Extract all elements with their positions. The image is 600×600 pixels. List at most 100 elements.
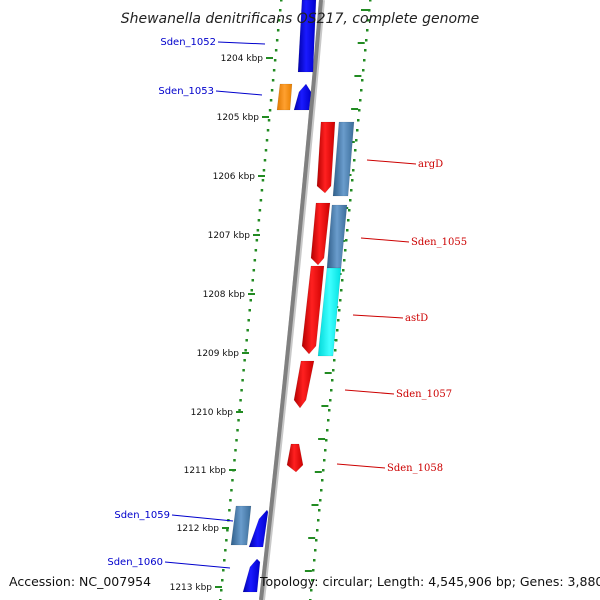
topology-text: Topology: circular; Length: 4,545,906 bp… [259,574,600,589]
right-dotted-track [365,39,368,42]
right-dotted-track [319,499,322,502]
genome-backbone [259,0,325,600]
ruler-label: 1205 kbp [217,113,260,123]
left-dotted-track [258,209,262,212]
left-dotted-track [244,349,247,352]
left-dotted-track [259,199,263,202]
right-dotted-track [363,59,366,62]
right-dotted-track [369,0,372,2]
right-dotted-track [336,329,339,332]
left-dotted-track [225,539,228,542]
label-leader-lines [164,41,417,569]
right-dotted-track [345,239,348,242]
right-dotted-track [356,129,359,132]
left-dotted-track [226,529,229,532]
left-dotted-track [277,19,281,22]
right-dotted-track [324,449,327,452]
left-dotted-track [220,589,223,592]
left-gene-label: Sden_1053 [158,86,214,97]
right-dotted-track [326,429,329,432]
right-gene-label: astD [405,313,428,324]
right-dotted-track [339,299,342,302]
left-dotted-track [278,9,282,12]
right-dotted-track [312,569,315,572]
left-dotted-track [224,549,227,552]
left-dotted-track [222,569,225,572]
right-dotted-track [357,119,360,122]
left-dotted-track [231,479,234,482]
right-dotted-track [337,319,340,322]
left-dotted-track [272,69,276,72]
left-dotted-track [255,239,259,242]
left-dotted-track [221,579,224,582]
right-gene-label: argD [418,159,443,170]
right-leader [360,237,410,243]
gene-arrow [248,509,269,548]
right-dotted-track [315,539,318,542]
ruler-label: 1213 kbp [170,583,213,593]
left-dotted-track [261,179,265,182]
right-dotted-track [354,149,357,152]
right-dotted-track [361,79,364,82]
dotted-tracks [219,0,372,600]
right-dotted-track [342,269,345,272]
gene-arrow [301,265,325,355]
ruler-label: 1204 kbp [221,54,264,64]
right-leader [366,159,417,165]
left-dotted-track [247,319,250,322]
left-dotted-track [275,39,279,42]
genome-title: Shewanella denitrificans OS217, complete… [121,11,480,27]
left-dotted-track [242,369,245,372]
left-dotted-track [267,119,271,122]
right-dotted-track [310,589,313,592]
right-dotted-track [360,89,363,92]
gene-arrow [326,204,348,269]
right-dotted-track [348,209,351,212]
ruler-label: 1212 kbp [177,524,220,534]
left-dotted-track [234,449,237,452]
left-gene-label: Sden_1060 [107,557,163,568]
right-dotted-track [340,289,343,292]
right-dotted-track [368,9,371,12]
right-dotted-track [366,29,369,32]
gene-arrow [310,202,331,266]
gene-arrow [276,83,293,111]
right-dotted-track [328,409,331,412]
left-dotted-track [253,259,257,262]
ruler-label: 1208 kbp [203,290,246,300]
left-dotted-track [271,79,275,82]
gene-arrow [286,443,304,473]
left-dotted-track [276,29,280,32]
left-dotted-track [274,49,278,52]
coordinate-ruler: 1204 kbp 1205 kbp 1206 kbp 1207 kbp 1208 kbp… [170,9,368,593]
right-dotted-track [341,279,344,282]
ruler-label: 1209 kbp [197,349,240,359]
ruler-label: 1206 kbp [213,172,256,182]
accession-text: Accession: NC_007954 [9,574,151,589]
left-dotted-track [250,289,254,292]
left-dotted-track [233,459,236,462]
right-dotted-track [362,69,365,72]
left-dotted-track [246,329,249,332]
gene-features [230,0,355,593]
right-dotted-track [327,419,330,422]
right-dotted-track [353,159,356,162]
left-dotted-track [262,169,266,172]
right-gene-label: Sden_1055 [411,237,467,248]
ruler-label: 1211 kbp [184,466,227,476]
left-leader [164,561,231,569]
right-dotted-track [364,49,367,52]
right-leader [344,389,395,395]
right-dotted-track [311,579,314,582]
right-dotted-track [333,359,336,362]
right-dotted-track [314,549,317,552]
left-dotted-track [229,499,232,502]
left-dotted-track [264,149,268,152]
gene-arrow [293,360,315,409]
left-dotted-track [263,159,267,162]
left-dotted-track [251,279,255,282]
right-dotted-track [343,259,346,262]
right-dotted-track [344,249,347,252]
right-leader [352,314,404,319]
